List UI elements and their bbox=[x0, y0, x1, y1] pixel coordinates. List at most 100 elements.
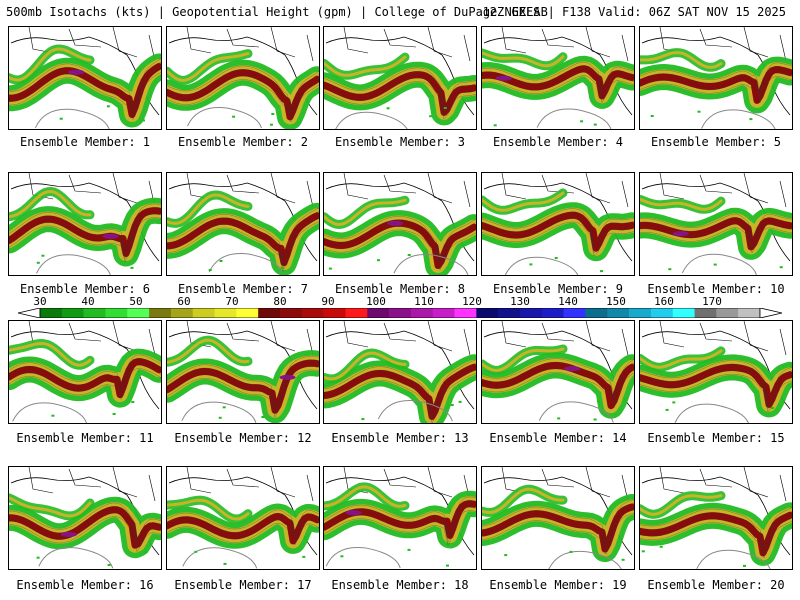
weak-wind-patch bbox=[749, 118, 753, 121]
ensemble-member-label: Ensemble Member: 13 bbox=[331, 431, 469, 445]
isotach-map bbox=[324, 467, 476, 569]
height-contour bbox=[482, 65, 634, 94]
weak-wind-patch bbox=[557, 417, 561, 420]
ensemble-map-panel bbox=[639, 466, 793, 570]
colorbar-swatch bbox=[258, 308, 281, 318]
height-contour bbox=[167, 79, 319, 123]
height-contour bbox=[324, 74, 476, 113]
colorbar-swatch bbox=[149, 308, 172, 318]
colorbar-tick-label: 50 bbox=[129, 295, 143, 308]
height-contour bbox=[640, 69, 792, 97]
ensemble-member-label: Ensemble Member: 18 bbox=[331, 578, 469, 592]
ensemble-map-panel bbox=[481, 320, 635, 424]
ensemble-map-panel bbox=[8, 26, 162, 130]
ensemble-member-label: Ensemble Member: 17 bbox=[174, 578, 312, 592]
height-contour bbox=[9, 506, 161, 542]
ensemble-member-label: Ensemble Member: 16 bbox=[16, 578, 154, 592]
height-contour bbox=[482, 506, 634, 549]
height-contour bbox=[640, 517, 792, 556]
colorbar-tick-label: 160 bbox=[654, 295, 674, 308]
colorbar-tick-label: 170 bbox=[702, 295, 722, 308]
colorbar-swatch bbox=[738, 308, 761, 318]
ensemble-member-label: Ensemble Member: 11 bbox=[16, 431, 154, 445]
height-contour bbox=[324, 67, 476, 107]
isotach-map bbox=[482, 27, 634, 129]
height-contour bbox=[640, 220, 792, 247]
height-contour bbox=[324, 359, 476, 411]
colorbar-tick-label: 70 bbox=[225, 295, 239, 308]
height-contour bbox=[482, 509, 634, 552]
height-contour bbox=[9, 61, 161, 110]
ensemble-member-label: Ensemble Member: 9 bbox=[492, 282, 624, 296]
weak-wind-patch bbox=[131, 401, 135, 403]
height-contour bbox=[9, 354, 161, 387]
secondary-jet-core bbox=[640, 349, 723, 369]
ensemble-map-panel bbox=[323, 466, 477, 570]
southern-height-contour bbox=[674, 403, 749, 423]
height-contour bbox=[167, 509, 319, 532]
ensemble-map-panel bbox=[639, 320, 793, 424]
header-run-info: 12Z GEFS | F138 Valid: 06Z SAT NOV 15 20… bbox=[482, 5, 786, 19]
southern-height-contour bbox=[696, 549, 771, 569]
ensemble-member-label: Ensemble Member: 19 bbox=[489, 578, 627, 592]
secondary-jet-core bbox=[482, 487, 565, 514]
isotach-map bbox=[324, 173, 476, 275]
isotach-map bbox=[324, 321, 476, 423]
colorbar-swatch bbox=[127, 308, 150, 318]
weak-wind-patch bbox=[665, 408, 669, 411]
secondary-jet-core bbox=[640, 494, 723, 516]
height-contour bbox=[167, 207, 319, 259]
ensemble-member-label: Ensemble Member: 2 bbox=[177, 135, 309, 149]
weak-wind-patch bbox=[36, 261, 40, 264]
height-contour bbox=[9, 72, 161, 120]
weak-wind-patch bbox=[269, 123, 273, 126]
isotach-map bbox=[482, 467, 634, 569]
height-contour bbox=[9, 214, 161, 259]
colorbar-swatch bbox=[607, 308, 630, 318]
political-borders bbox=[501, 173, 629, 208]
height-contour bbox=[482, 502, 634, 545]
height-contour bbox=[640, 76, 792, 104]
weak-wind-patch bbox=[222, 406, 226, 409]
weak-wind-patch bbox=[219, 260, 223, 262]
colorbar-swatch bbox=[410, 308, 434, 318]
political-borders bbox=[659, 173, 787, 208]
isotach-map bbox=[9, 467, 161, 569]
secondary-jet-core bbox=[9, 496, 92, 518]
height-contour bbox=[482, 221, 634, 257]
weak-wind-patch bbox=[458, 400, 462, 403]
height-contour bbox=[167, 214, 319, 266]
colorbar-swatch bbox=[192, 308, 215, 318]
weak-wind-patch bbox=[672, 401, 676, 404]
colorbar-tick-label: 40 bbox=[81, 295, 95, 308]
height-contour bbox=[9, 361, 161, 394]
weak-wind-patch bbox=[593, 123, 597, 126]
height-contour bbox=[482, 72, 634, 100]
weak-wind-patch bbox=[377, 259, 380, 262]
height-contour bbox=[9, 68, 161, 117]
southern-height-contour bbox=[548, 550, 622, 569]
secondary-jet-core bbox=[482, 51, 565, 68]
height-contour bbox=[324, 366, 476, 417]
height-contour bbox=[482, 365, 634, 402]
ensemble-map-panel bbox=[323, 172, 477, 276]
colorbar-swatch bbox=[345, 308, 368, 318]
weak-wind-patch bbox=[280, 267, 284, 270]
weak-wind-patch bbox=[554, 257, 558, 259]
height-contour bbox=[324, 71, 476, 110]
height-contour bbox=[9, 516, 161, 553]
weak-wind-patch bbox=[218, 416, 222, 419]
colorbar-swatch bbox=[520, 308, 543, 318]
colorbar-swatch bbox=[563, 308, 586, 318]
weak-wind-patch bbox=[659, 545, 663, 548]
secondary-jet-core bbox=[324, 485, 407, 508]
weak-wind-patch bbox=[361, 418, 365, 421]
colorbar-tick-label: 90 bbox=[321, 295, 335, 308]
height-contour bbox=[640, 514, 792, 552]
secondary-jet-core bbox=[9, 341, 92, 367]
height-contour bbox=[9, 509, 161, 546]
secondary-jet-core bbox=[167, 193, 250, 225]
ensemble-member-label: Ensemble Member: 15 bbox=[647, 431, 785, 445]
colorbar-swatch bbox=[105, 308, 128, 318]
colorbar-tick-label: 100 bbox=[366, 295, 386, 308]
